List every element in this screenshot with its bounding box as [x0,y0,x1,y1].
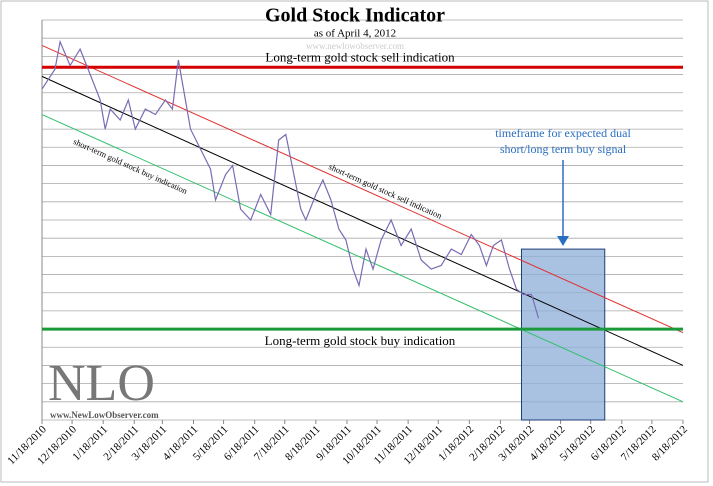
trend-line [41,44,684,334]
trend-line [41,114,684,403]
logo-url: www.NewLowObserver.com [50,410,159,420]
price-line [41,39,540,319]
logo: NLO [48,355,155,412]
reference-label: Long-term gold stock sell indication [265,49,455,64]
highlight-box [520,248,606,421]
annotation: timeframe for expected dual [495,126,631,140]
chart-title: Gold Stock Indicator [265,5,445,27]
annotation-arrowhead [557,236,569,246]
annotation: short/long term buy signal [500,142,627,156]
watermark: www.newlowobserver.com [306,41,404,51]
trend-line [41,75,684,366]
reference-label: Long-term gold stock buy indication [265,333,456,348]
chart-subtitle: as of April 4, 2012 [314,28,396,40]
